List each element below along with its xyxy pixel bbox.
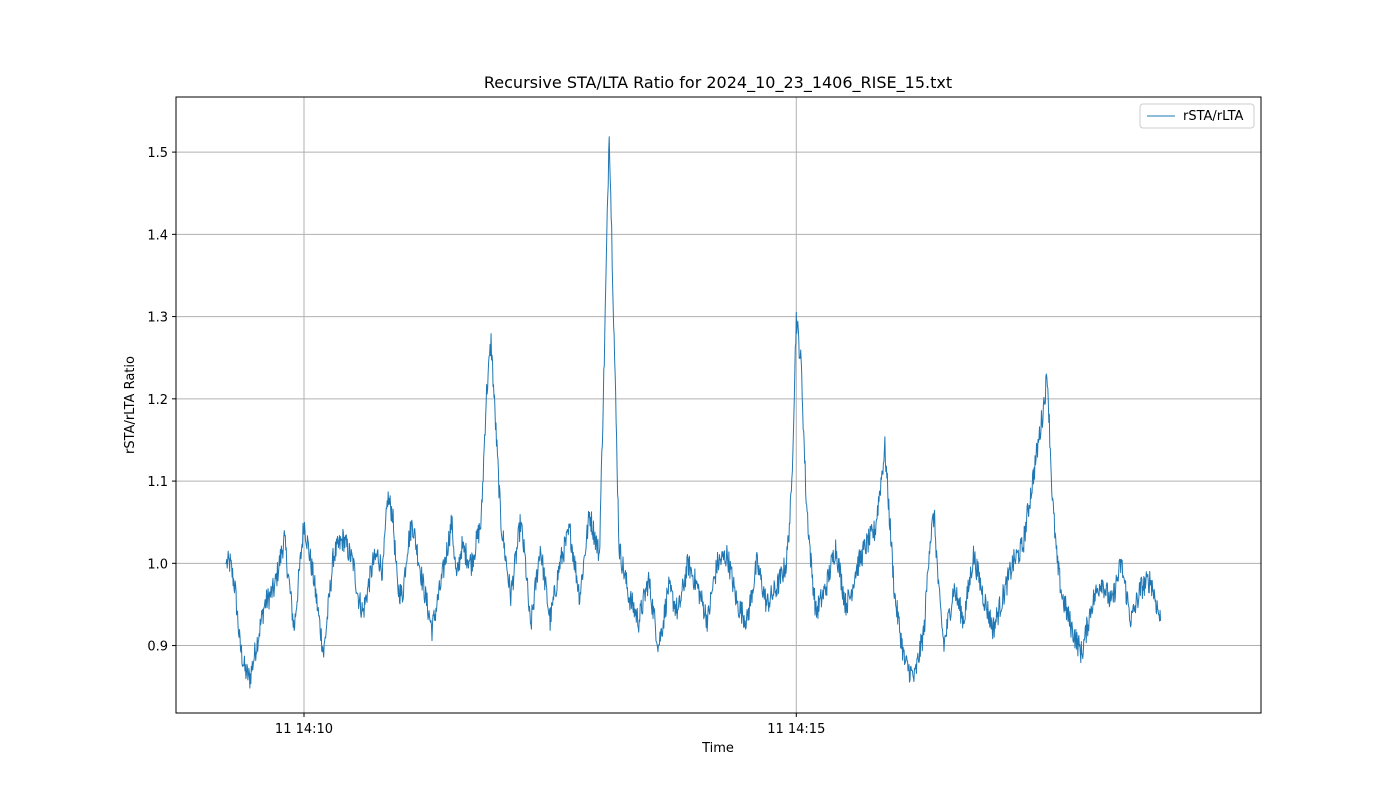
- series-layer: [225, 136, 1162, 689]
- legend-box: [1139, 103, 1255, 129]
- x-tick-label: 11 14:15: [767, 722, 825, 737]
- y-tick-label: 1.3: [147, 311, 168, 326]
- x-tick-label: 11 14:10: [275, 722, 333, 737]
- legend-label: rSTA/rLTA: [1183, 109, 1244, 124]
- legend: rSTA/rLTA: [1139, 103, 1255, 129]
- tick-layer: 0.9 1.0 1.1 1.2 1.3 1.4 1.5 11 14:10 11 14:15: [147, 146, 825, 737]
- plot-frame: [175, 96, 1262, 714]
- y-tick-label: 1.0: [147, 557, 168, 572]
- series-line: [225, 136, 1162, 689]
- y-axis-label: rSTA/rLTA Ratio: [123, 356, 138, 454]
- x-axis-label: Time: [701, 741, 734, 756]
- chart-title: Recursive STA/LTA Ratio for 2024_10_23_1…: [484, 73, 952, 93]
- y-tick-label: 1.2: [147, 393, 168, 408]
- y-tick-label: 1.1: [147, 475, 168, 490]
- y-tick-label: 1.4: [147, 228, 168, 243]
- y-tick-label: 0.9: [147, 640, 168, 655]
- y-tick-label: 1.5: [147, 146, 168, 161]
